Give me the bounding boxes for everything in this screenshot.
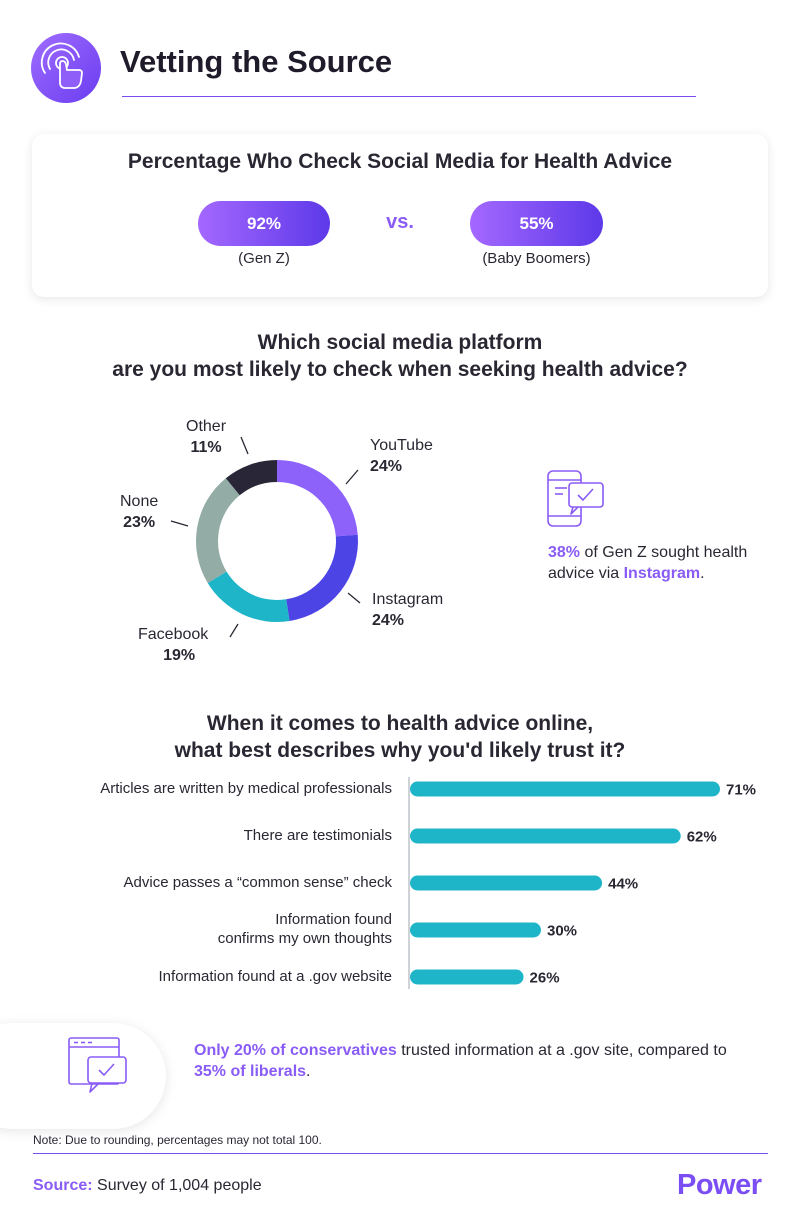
header-divider <box>122 96 696 97</box>
trust-question: When it comes to health advice online, w… <box>0 710 800 764</box>
donut-category-none: None <box>120 493 159 510</box>
gov-callout-bubble <box>0 1023 166 1129</box>
header-icon-badge <box>31 33 101 103</box>
donut-label-facebook: Facebook 19% <box>138 624 208 666</box>
vs-label: vs. <box>386 211 414 233</box>
donut-label-none: None 23% <box>120 491 158 533</box>
gov-callout-liberals: 35% of liberals <box>194 1063 307 1080</box>
bar-label-own-thoughts: Information found confirms my own thought… <box>218 910 392 948</box>
donut-leader-none <box>170 520 189 527</box>
instagram-stat: 38% <box>548 544 581 561</box>
donut-slice-facebook <box>207 571 290 622</box>
instagram-callout-text: of Gen Z sought health advice via <box>548 544 748 582</box>
platform-question-line2: are you most likely to check when seekin… <box>112 358 688 381</box>
donut-slice-other <box>225 460 277 496</box>
bar-common-sense <box>410 875 603 891</box>
source-text: Survey of 1,004 people <box>92 1177 262 1194</box>
donut-slice-youtube <box>277 460 358 537</box>
bar-label-line: Advice passes a “common sense” check <box>123 873 392 891</box>
donut-category-facebook: Facebook <box>138 626 209 643</box>
bar-value-gov-website: 26% <box>530 970 560 987</box>
gov-callout-text: Only 20% of conservatives trusted inform… <box>194 1040 754 1082</box>
boomers-percent-pill: 55% <box>470 201 603 246</box>
bar-label-line: Articles are written by medical professi… <box>100 779 392 797</box>
bar-label-line: Information found at a .gov website <box>158 967 392 985</box>
donut-label-youtube: YouTube 24% <box>370 435 433 477</box>
genz-label: (Gen Z) <box>238 250 290 267</box>
gov-callout-text1: trusted information at a .gov site, comp… <box>396 1042 727 1059</box>
rounding-note: Note: Due to rounding, percentages may n… <box>33 1133 322 1147</box>
instagram-callout-platform: Instagram <box>623 565 701 582</box>
donut-value-other: 11% <box>190 439 222 456</box>
donut-leader-youtube <box>345 469 359 485</box>
donut-category-instagram: Instagram <box>372 591 444 608</box>
comparison-card <box>32 134 768 297</box>
bar-value-testimonials: 62% <box>687 829 717 846</box>
bar-label-line: There are testimonials <box>243 826 392 844</box>
donut-leader-instagram <box>347 592 361 604</box>
trust-question-line2: what best describes why you'd likely tru… <box>174 739 626 762</box>
donut-slice-instagram <box>286 534 359 622</box>
donut-leader-facebook <box>229 623 239 638</box>
bar-gov-website <box>410 969 524 985</box>
bar-value-medical-professionals: 71% <box>726 782 756 799</box>
bar-own-thoughts <box>410 922 541 938</box>
bar-testimonials <box>410 828 681 844</box>
donut-slice-none <box>195 478 240 583</box>
bar-label-medical-professionals: Articles are written by medical professi… <box>100 779 392 798</box>
touch-pointer-icon <box>40 42 83 89</box>
donut-value-facebook: 19% <box>163 647 196 664</box>
donut-value-none: 23% <box>123 514 156 531</box>
boomers-label: (Baby Boomers) <box>482 250 591 267</box>
platform-question-line1: Which social media platform <box>257 331 543 354</box>
donut-value-youtube: 24% <box>370 458 403 475</box>
donut-label-instagram: Instagram 24% <box>372 589 443 631</box>
bar-label-line: confirms my own thoughts <box>217 930 392 947</box>
trust-question-line1: When it comes to health advice online, <box>206 712 594 735</box>
gov-callout-conservatives: Only 20% of conservatives <box>194 1042 397 1059</box>
instagram-callout: 38% of Gen Z sought health advice via In… <box>548 542 768 584</box>
source-line: Source: Survey of 1,004 people <box>33 1177 262 1195</box>
donut-category-other: Other <box>186 418 227 435</box>
browser-chat-icon <box>68 1037 127 1093</box>
donut-value-instagram: 24% <box>372 612 405 629</box>
footer-divider <box>33 1153 768 1154</box>
bar-label-gov-website: Information found at a .gov website <box>159 967 392 986</box>
genz-percent-pill: 92% <box>198 201 330 246</box>
gov-callout-text2: . <box>306 1063 311 1080</box>
comparison-title: Percentage Who Check Social Media for He… <box>127 150 673 173</box>
bar-label-testimonials: There are testimonials <box>244 826 392 845</box>
page-title: Vetting the Source <box>120 44 393 79</box>
bar-value-own-thoughts: 30% <box>547 923 577 940</box>
donut-label-other: Other 11% <box>186 416 226 458</box>
instagram-callout-end: . <box>700 565 705 582</box>
phone-chat-icon <box>547 470 604 527</box>
source-label: Source: <box>33 1177 93 1194</box>
bar-label-common-sense: Advice passes a “common sense” check <box>124 873 392 892</box>
platform-question: Which social media platform are you most… <box>0 329 800 383</box>
donut-leader-other <box>240 436 249 455</box>
bar-medical-professionals <box>410 781 720 797</box>
bar-chart-axis <box>408 777 410 989</box>
power-logo: Power <box>677 1169 762 1201</box>
bar-value-common-sense: 44% <box>608 876 638 893</box>
donut-category-youtube: YouTube <box>370 437 433 454</box>
bar-label-line: Information found <box>275 911 392 928</box>
